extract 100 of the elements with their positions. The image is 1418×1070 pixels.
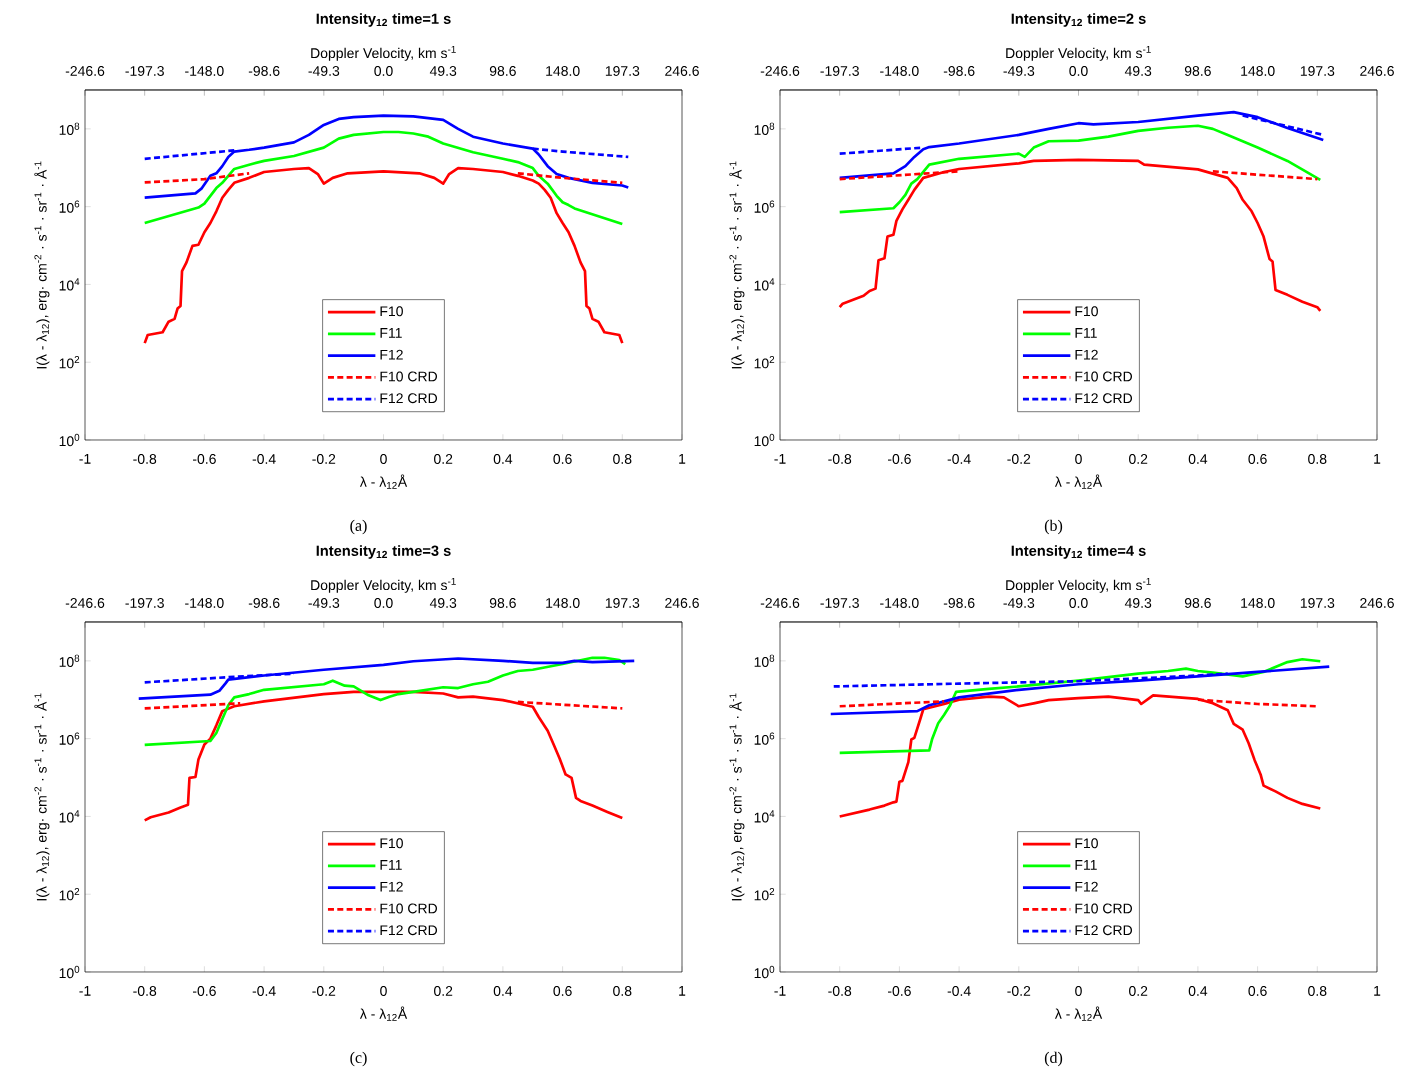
x2-tick-label: -98.6: [248, 66, 280, 76]
x2-tick-label: -49.3: [1003, 598, 1035, 608]
line-series: [838, 110, 1325, 180]
line-series: [143, 130, 624, 226]
x-tick-label: 0.8: [1308, 454, 1327, 464]
x-tick-label: 0.2: [434, 454, 453, 464]
y-tick-label: 10$^{8}$: [59, 122, 80, 136]
x2-tick-label: 148.0: [546, 66, 580, 76]
x2-tick-label: -148.0: [880, 66, 919, 76]
x-tick-label: -0.4: [252, 986, 276, 996]
y-tick-label: 10$^{4}$: [754, 810, 775, 823]
legend-label: F10: [380, 306, 403, 317]
legend-label: F12 CRD: [380, 925, 438, 936]
x-tick-label: -0.6: [887, 454, 911, 464]
x-tick-label: 0.8: [613, 454, 632, 464]
x2-tick-label: -148.0: [880, 598, 919, 608]
x-tick-label: 0.8: [613, 986, 632, 996]
legend-label: F10: [380, 838, 403, 849]
x-axis-title: λ - λ$_{12}$Å: [1054, 474, 1103, 489]
x-tick-label: -0.4: [252, 454, 276, 464]
x2-tick-label: 0.0: [374, 598, 393, 608]
x-tick-label: -1: [79, 986, 91, 996]
legend-label: F12: [1075, 881, 1098, 892]
x2-tick-label: -148.0: [185, 66, 224, 76]
x2-tick-label: -98.6: [943, 598, 975, 608]
x2-tick-label: -246.6: [760, 66, 800, 76]
x-tick-label: -0.6: [192, 986, 216, 996]
x2-tick-label: 0.0: [1069, 66, 1088, 76]
x2-tick-label: 197.3: [1300, 66, 1335, 76]
legend-label: F12 CRD: [1075, 393, 1133, 404]
x-tick-label: -1: [79, 454, 91, 464]
x-axis-title: λ - λ$_{12}$Å: [359, 474, 408, 489]
x2-tick-label: 49.3: [429, 598, 457, 608]
chart-title: Intensity$_{12}$ time=2 s: [1011, 13, 1146, 27]
y-tick-label: 10$^{2}$: [754, 356, 775, 369]
x2-tick-label: -98.6: [248, 598, 280, 608]
x2-tick-label: 49.3: [1124, 598, 1152, 608]
x2-tick-label: 246.6: [1360, 598, 1394, 608]
x-tick-label: -0.8: [133, 454, 157, 464]
x-tick-label: -0.2: [312, 986, 336, 996]
x-tick-label: -0.4: [947, 986, 971, 996]
x2-tick-label: -197.3: [125, 66, 164, 76]
legend-label: F10 CRD: [380, 371, 438, 382]
line-series: [143, 114, 630, 200]
y-tick-label: 10$^{6}$: [754, 200, 775, 213]
x2-axis-title: Doppler Velocity, km s$^{-1}$: [311, 45, 456, 61]
x2-tick-label: -197.3: [820, 66, 859, 76]
x2-tick-label: 148.0: [546, 598, 580, 608]
x2-tick-label: 246.6: [1360, 66, 1394, 76]
x-tick-label: 0.2: [434, 986, 453, 996]
x2-tick-label: 0.0: [1069, 598, 1088, 608]
text: (d): [1044, 1051, 1063, 1067]
x2-tick-label: 98.6: [489, 598, 516, 608]
x-tick-label: 0.4: [493, 986, 513, 996]
legend-label: F10 CRD: [1075, 903, 1133, 914]
y-tick-label: 10$^{8}$: [754, 122, 775, 136]
x-tick-label: -0.8: [828, 986, 852, 996]
y-tick-label: 10$^{4}$: [754, 278, 775, 291]
x-tick-label: 0: [380, 454, 387, 464]
chart-title: Intensity$_{12}$ time=1 s: [316, 13, 451, 27]
x-tick-label: 1: [1374, 454, 1381, 464]
y-tick-label: 10$^{6}$: [59, 200, 80, 213]
x-tick-label: 0.4: [493, 454, 513, 464]
text: (a): [350, 519, 367, 535]
x2-tick-label: 246.6: [665, 598, 699, 608]
x-tick-label: 1: [679, 986, 686, 996]
x-tick-label: 1: [1374, 986, 1381, 996]
x2-tick-label: -98.6: [943, 66, 975, 76]
x2-tick-label: -197.3: [125, 598, 164, 608]
x-tick-label: 1: [679, 454, 686, 464]
x2-tick-label: 49.3: [1124, 66, 1152, 76]
line-series: [137, 657, 636, 700]
x-tick-label: -0.8: [133, 986, 157, 996]
text: I(λ - λ$_{12}$), erg· cm$^{-2}$ · s$^{-1}$ · sr$^{-1}$ · Å$^{-1}$: [729, 161, 745, 369]
x-tick-label: 0.6: [553, 454, 572, 464]
y-tick-label: 10$^{8}$: [59, 654, 80, 668]
y-tick-label: 10$^{6}$: [754, 732, 775, 745]
x-tick-label: 0.6: [1248, 454, 1267, 464]
x2-axis-title: Doppler Velocity, km s$^{-1}$: [311, 577, 456, 593]
x2-tick-label: 197.3: [605, 598, 640, 608]
y-tick-label: 10$^{2}$: [754, 888, 775, 901]
x-tick-label: 0.4: [1188, 454, 1208, 464]
text: I(λ - λ$_{12}$), erg· cm$^{-2}$ · s$^{-1}$ · sr$^{-1}$ · Å$^{-1}$: [729, 693, 745, 901]
legend-label: F10: [1075, 838, 1098, 849]
x-tick-label: -0.8: [828, 454, 852, 464]
x-tick-label: -0.2: [1007, 454, 1031, 464]
x2-tick-label: -246.6: [760, 598, 800, 608]
x-tick-label: 0.2: [1129, 454, 1148, 464]
legend-label: F12: [1075, 349, 1098, 360]
chart-title: Intensity$_{12}$ time=3 s: [316, 545, 451, 559]
x-tick-label: 0.6: [1248, 986, 1267, 996]
x-tick-label: 0.2: [1129, 986, 1148, 996]
x-tick-label: 0: [380, 986, 387, 996]
x2-tick-label: 98.6: [1184, 598, 1211, 608]
x2-tick-label: 148.0: [1241, 66, 1275, 76]
x2-tick-label: -49.3: [308, 598, 340, 608]
y-tick-label: 10$^{0}$: [59, 433, 80, 447]
x-tick-label: -1: [774, 454, 786, 464]
legend-label: F12 CRD: [1075, 925, 1133, 936]
y-tick-label: 10$^{6}$: [59, 732, 80, 745]
